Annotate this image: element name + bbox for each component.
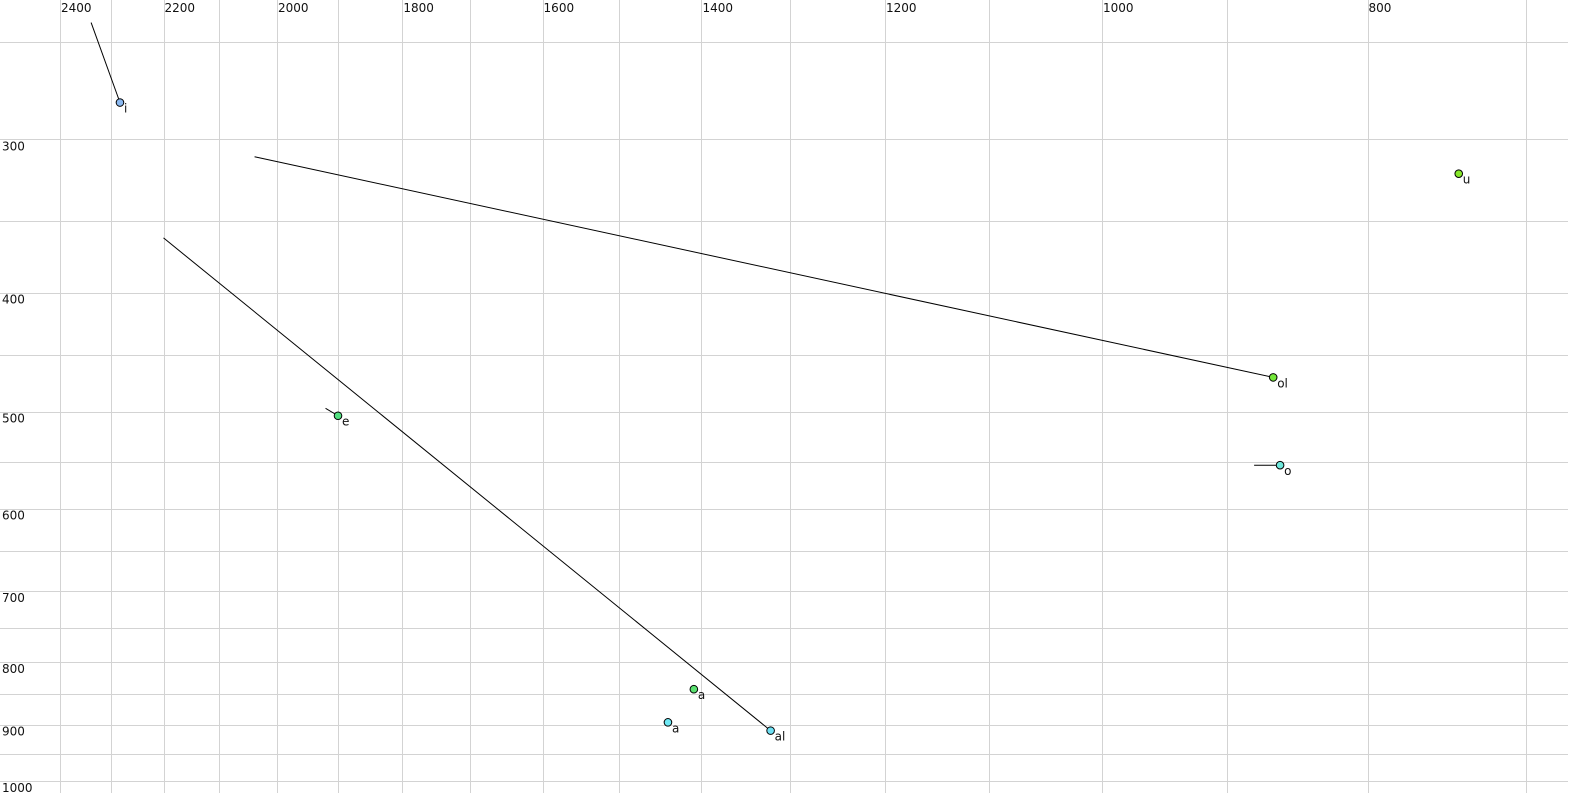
- y-tick-label: 500: [2, 412, 25, 426]
- data-point: [689, 684, 699, 694]
- data-point: [333, 411, 343, 421]
- point-label: a: [672, 721, 679, 735]
- x-tick-label: 1800: [403, 1, 434, 15]
- data-point: [1454, 169, 1464, 178]
- x-tick-label: 1600: [544, 1, 575, 15]
- x-tick-label: 1000: [1103, 1, 1134, 15]
- point-label: o: [1284, 464, 1291, 478]
- trajectory-line: [90, 22, 121, 103]
- trajectory-line: [254, 156, 1274, 378]
- trajectories: [90, 22, 1281, 732]
- point-label: al: [775, 730, 786, 744]
- trajectory-line: [163, 237, 771, 732]
- x-tick-label: 1200: [886, 1, 917, 15]
- x-tick-label: 2400: [61, 1, 92, 15]
- point-label: a: [698, 688, 705, 702]
- data-point: [766, 726, 775, 735]
- point-label: e: [342, 415, 349, 429]
- x-tick-label: 2000: [278, 1, 309, 15]
- y-tick-label: 400: [2, 293, 25, 307]
- data-point: [663, 718, 673, 727]
- point-label: u: [1463, 173, 1471, 187]
- points: i u ol o e a a al: [115, 98, 1471, 744]
- x-tick-label: 800: [1369, 1, 1392, 15]
- y-tick-label: 600: [2, 509, 25, 523]
- data-point: [1268, 373, 1278, 382]
- x-tick-label: 1400: [702, 1, 733, 15]
- y-tick-label: 800: [2, 662, 25, 676]
- point-label: i: [124, 102, 127, 116]
- tick-labels: 2400 2200 2000 1800 1600 1400 1200 1000 800 300 40…: [2, 1, 1391, 795]
- point-label: ol: [1277, 376, 1288, 390]
- x-tick-label: 2200: [165, 1, 196, 15]
- y-tick-label: 300: [2, 139, 25, 153]
- y-tick-label: 900: [2, 725, 25, 739]
- data-point: [115, 98, 125, 107]
- data-point: [1275, 460, 1285, 470]
- y-tick-label: 700: [2, 591, 25, 605]
- y-tick-label: 1000: [2, 781, 33, 795]
